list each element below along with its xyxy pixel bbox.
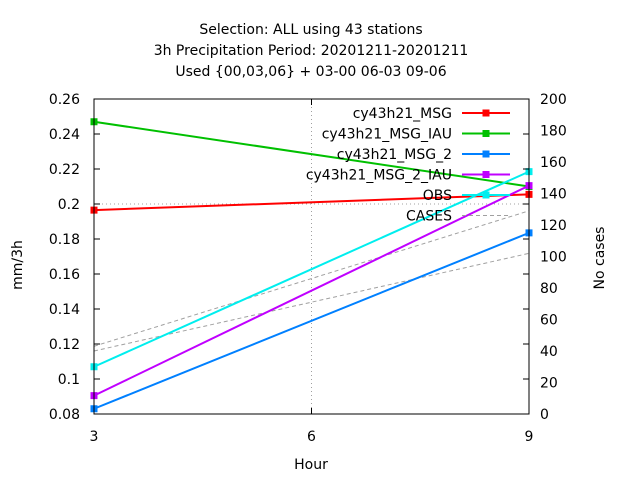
series-lines xyxy=(90,118,533,413)
series-cy43h21-msg-2-iau xyxy=(90,182,533,400)
y2-tick-label: 160 xyxy=(540,155,567,171)
cases-line xyxy=(93,252,530,352)
y-tick-label: 0.08 xyxy=(49,407,80,423)
series-line xyxy=(93,170,530,368)
series-line xyxy=(93,231,530,410)
cases-lines xyxy=(93,210,530,352)
y-tick-label: 0.18 xyxy=(49,232,80,248)
y-axis-label: mm/3h xyxy=(10,240,26,290)
legend-item: OBS xyxy=(423,188,510,204)
y-tick-label: 0.16 xyxy=(49,267,80,283)
legend-marker xyxy=(482,171,490,178)
y2-axis-label: No cases xyxy=(592,227,608,290)
x-axis-label: Hour xyxy=(294,457,328,473)
y-tick-label: 0.14 xyxy=(49,302,80,318)
y2-tick-label: 20 xyxy=(540,376,558,392)
legend-marker xyxy=(482,130,490,137)
legend-item: cy43h21_MSG_2 xyxy=(337,147,510,163)
legend-marker xyxy=(482,150,490,158)
y-tick-label: 0.2 xyxy=(58,197,80,213)
plot-border xyxy=(93,98,530,415)
legend-label: cy43h21_MSG_IAU xyxy=(322,127,452,143)
y2-tick-label: 100 xyxy=(540,250,567,266)
y2-tick-label: 140 xyxy=(540,187,567,203)
cases-line xyxy=(93,210,530,347)
series-cy43h21-msg-2 xyxy=(90,229,533,413)
y-tick-label: 0.24 xyxy=(49,127,80,143)
series-line xyxy=(93,184,530,397)
y2-tick-label: 80 xyxy=(540,281,558,297)
legend-item: CASES xyxy=(406,209,510,225)
y2-tick-label: 180 xyxy=(540,124,567,140)
y2-tick-label: 200 xyxy=(540,92,567,108)
axis-ticks: 0.08 0.1 0.12 0.14 0.16 0.18 0.2 0.22 0.24 0.26 0 2… xyxy=(49,92,567,445)
y-tick-label: 0.26 xyxy=(49,92,80,108)
x-tick-label: 6 xyxy=(307,429,316,445)
legend-label: cy43h21_MSG xyxy=(353,106,452,122)
legend-item: cy43h21_MSG_IAU xyxy=(322,127,510,143)
title-line: Selection: ALL using 43 stations xyxy=(199,22,422,38)
legend-label: CASES xyxy=(406,209,452,225)
legend-item: cy43h21_MSG xyxy=(353,106,510,122)
y-tick-label: 0.22 xyxy=(49,162,80,178)
y-tick-label: 0.12 xyxy=(49,337,80,353)
x-tick-label: 3 xyxy=(90,429,99,445)
legend-item: cy43h21_MSG_2_IAU xyxy=(306,168,510,184)
y2-tick-label: 120 xyxy=(540,218,567,234)
legend-marker xyxy=(482,109,490,117)
legend: cy43h21_MSG cy43h21_MSG_IAU cy43h21_MSG_2c… xyxy=(306,106,510,225)
series-line xyxy=(93,193,530,212)
legend-label: cy43h21_MSG_2_IAU xyxy=(306,168,452,184)
legend-label: cy43h21_MSG_2 xyxy=(337,147,452,163)
y-tick-label: 0.1 xyxy=(58,372,80,388)
y2-tick-label: 40 xyxy=(540,344,558,360)
y2-tick-label: 60 xyxy=(540,313,558,329)
legend-marker xyxy=(482,191,490,199)
x-tick-label: 9 xyxy=(525,429,534,445)
chart-title: Selection: ALL using 43 stations 3h Preci… xyxy=(154,22,469,80)
title-line: Used {00,03,06} + 03-00 06-03 09-06 xyxy=(175,64,446,80)
grid xyxy=(94,99,529,414)
series-line xyxy=(93,120,530,188)
y2-tick-label: 0 xyxy=(540,407,549,423)
legend-label: OBS xyxy=(423,188,452,204)
title-line: 3h Precipitation Period: 20201211-202012… xyxy=(154,43,469,59)
